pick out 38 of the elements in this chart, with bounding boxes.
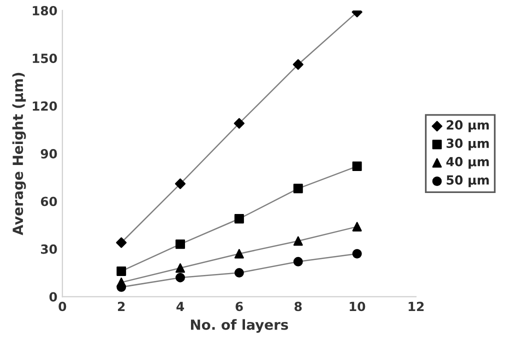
- x-axis-title: No. of layers: [190, 319, 288, 333]
- point: [234, 268, 244, 278]
- y-tick-label: 180: [32, 6, 57, 16]
- point: [234, 248, 244, 258]
- point: [293, 256, 303, 266]
- point: [292, 59, 304, 70]
- point: [352, 248, 362, 258]
- x-tick-label: 10: [350, 302, 366, 312]
- legend-label: 20 µm: [446, 120, 489, 132]
- y-axis-title: Average Height (µm): [12, 72, 26, 236]
- x-tick-label: 4: [176, 302, 184, 312]
- point: [234, 118, 244, 129]
- y-tick-label: 0: [49, 292, 57, 302]
- x-tick-label: 8: [294, 302, 302, 312]
- x-tick-label: 0: [58, 302, 66, 312]
- point: [116, 266, 126, 276]
- y-tick-label: 30: [40, 244, 57, 254]
- point: [174, 178, 186, 190]
- x-tick-label: 2: [118, 302, 125, 312]
- point: [176, 272, 186, 282]
- y-tick-label: 60: [40, 196, 57, 206]
- legend-label: 40 µm: [446, 156, 489, 169]
- point: [352, 162, 362, 172]
- y-tick-label: 120: [32, 101, 57, 111]
- legend-label: 50 µm: [446, 175, 489, 188]
- point: [176, 239, 186, 249]
- x-tick-label: 6: [236, 302, 243, 312]
- point: [176, 263, 186, 273]
- point: [234, 214, 244, 224]
- point: [293, 184, 303, 194]
- y-tick-label: 150: [32, 54, 57, 64]
- point: [352, 222, 362, 232]
- point: [116, 278, 126, 288]
- point: [116, 237, 127, 248]
- legend-label: 30 µm: [446, 138, 489, 150]
- x-tick-label: 12: [408, 302, 424, 312]
- point: [293, 236, 303, 246]
- y-tick-label: 90: [40, 149, 57, 158]
